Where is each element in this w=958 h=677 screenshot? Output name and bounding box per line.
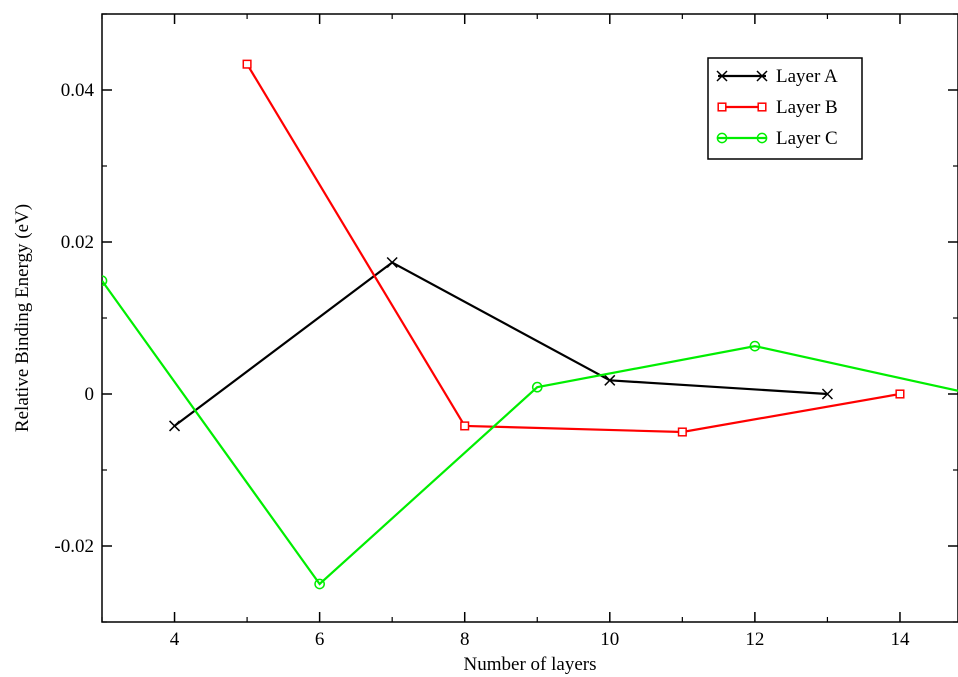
- x-tick-label: 6: [315, 629, 325, 650]
- legend-marker: [757, 102, 767, 112]
- data-point: [386, 256, 398, 269]
- tick-labels: 4 6 8 10 12 14 -0.02 0 0.02 0.04: [54, 80, 910, 650]
- legend: Layer A Layer B Layer C: [707, 57, 863, 160]
- legend-marker: [716, 132, 728, 144]
- legend-marker: [716, 70, 728, 82]
- y-tick-label: 0: [85, 384, 95, 405]
- legend-box: [707, 57, 863, 160]
- data-point: [102, 275, 108, 287]
- data-point: [169, 420, 181, 432]
- x-tick-label: 10: [600, 629, 619, 650]
- series-line: [246, 63, 901, 434]
- data-point: [677, 427, 687, 437]
- series-2: [242, 59, 905, 437]
- y-tick-label: 0.02: [61, 232, 94, 253]
- series-line: [173, 261, 828, 427]
- data-point: [460, 421, 470, 431]
- legend-entry: Layer B: [717, 97, 838, 118]
- series-3: [102, 275, 958, 590]
- x-tick-label: 4: [170, 629, 180, 650]
- legend-entry: Layer A: [716, 66, 838, 87]
- legend-marker: [756, 132, 768, 144]
- legend-label: Layer A: [776, 66, 838, 87]
- legend-label: Layer B: [776, 97, 838, 118]
- data-point: [531, 381, 543, 393]
- y-tick-label: -0.02: [54, 536, 94, 557]
- x-tick-label: 12: [745, 629, 764, 650]
- data-point: [821, 388, 833, 400]
- legend-entry: Layer C: [716, 128, 838, 149]
- series-layer: [102, 59, 958, 590]
- x-tick-label: 8: [460, 629, 470, 650]
- data-point: [895, 389, 905, 399]
- data-point: [749, 340, 761, 352]
- legend-label: Layer C: [776, 128, 838, 149]
- legend-marker: [717, 102, 727, 112]
- y-tick-label: 0.04: [61, 80, 95, 101]
- x-axis-label: Number of layers: [464, 654, 597, 675]
- data-point: [604, 374, 616, 386]
- axis-ticks: [101, 13, 958, 623]
- series-1: [169, 256, 833, 432]
- data-point: [242, 59, 252, 69]
- series-line: [102, 280, 958, 586]
- legend-marker: [756, 70, 768, 82]
- x-tick-label: 14: [890, 629, 910, 650]
- y-axis-label: Relative Binding Energy (eV): [12, 204, 33, 432]
- data-point: [314, 578, 325, 590]
